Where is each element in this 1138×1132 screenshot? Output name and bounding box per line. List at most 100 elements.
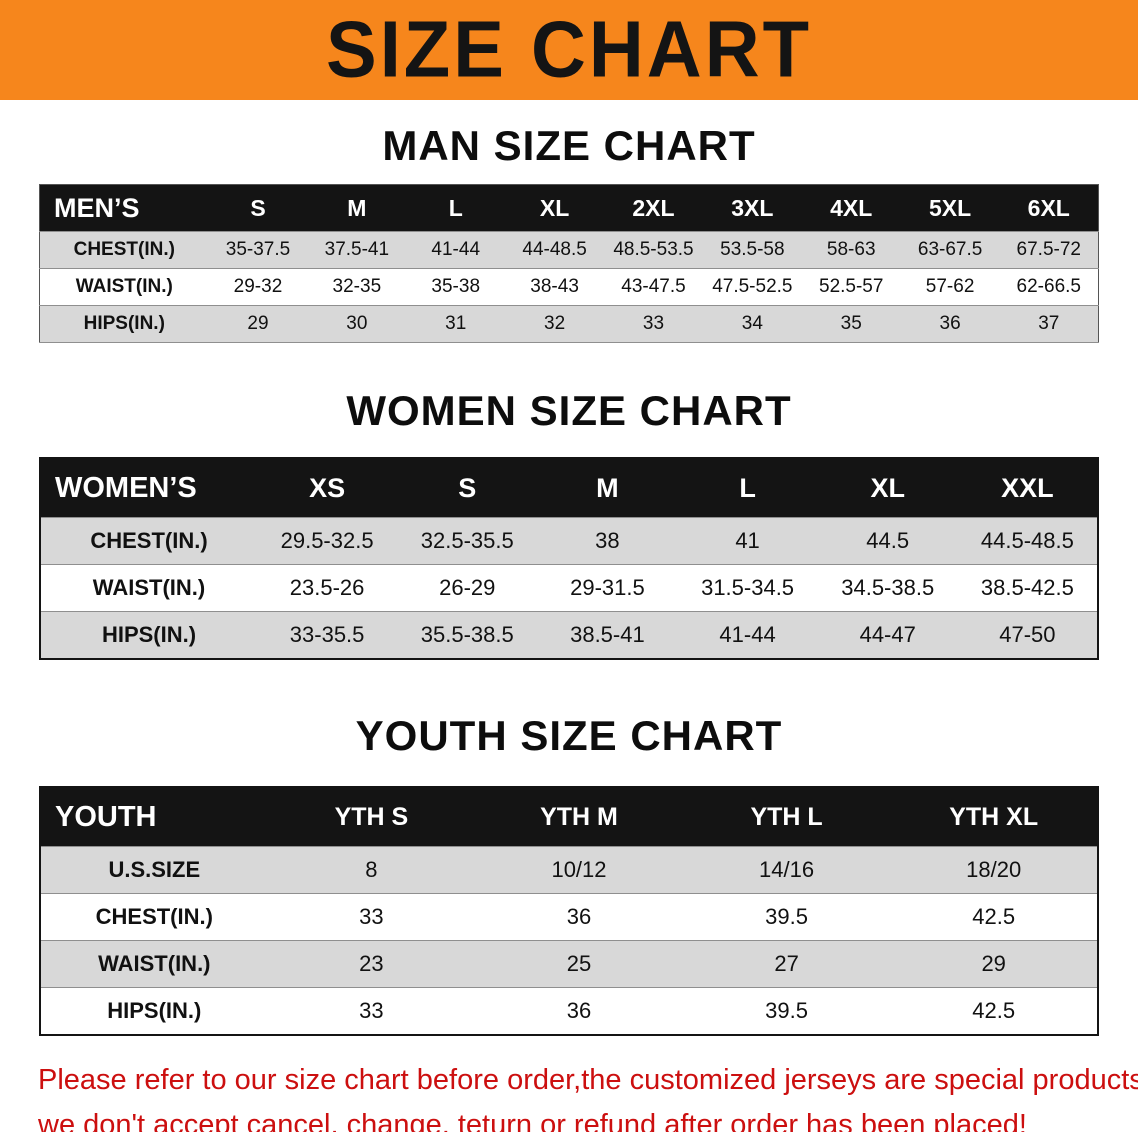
size-header-cell: XL [505,184,605,232]
banner: SIZE CHART [0,0,1138,100]
size-header-cell: 5XL [900,184,1000,232]
size-header-cell: XL [817,458,958,518]
value-cell: 38-43 [530,276,579,297]
size-header-cell: M [537,458,678,518]
value-cell: 29-31.5 [570,575,645,600]
value-cell: 23.5-26 [289,575,365,600]
youth-size-table: YOUTH YTH S YTH M YTH L YTH XL U.S.SIZE 8 10/12… [39,786,1099,1036]
value-cell: 32.5-35.5 [420,528,514,553]
value-cell: 62-66.5 [1016,276,1081,297]
value-cell: 31.5-34.5 [701,575,795,600]
size-header-cell: 4XL [801,184,901,232]
footer-disclaimer-line-1: Please refer to our size chart before or… [38,1064,1138,1096]
row-label-cell: CHEST(IN.) [90,528,208,553]
value-cell: 38 [595,528,620,553]
value-cell: 37 [1038,313,1060,334]
table-row: CHEST(IN.) 29.5-32.5 32.5-35.5 38 41 44.5 44.5… [40,517,1098,565]
value-cell: 36 [566,998,592,1023]
table-row: CHEST(IN.) 33 36 39.5 42.5 [40,893,1098,941]
size-header-cell: 3XL [702,184,802,232]
table-row: WAIST(IN.) 23.5-26 26-29 29-31.5 31.5-34.5 34… [40,564,1098,612]
value-cell: 33 [359,904,384,929]
table-row: WAIST(IN.) 23 25 27 29 [40,940,1098,988]
value-cell: 47-50 [999,622,1056,647]
value-cell: 39.5 [765,998,808,1023]
value-cell: 25 [566,951,592,976]
value-cell: 31 [445,313,467,334]
row-label-cell: HIPS(IN.) [107,998,202,1023]
table-header-row: YOUTH YTH S YTH M YTH L YTH XL [40,787,1098,847]
size-header-cell: XS [257,458,398,518]
value-cell: 29-32 [233,276,283,297]
value-cell: 36 [939,313,961,334]
value-cell: 67.5-72 [1016,239,1081,260]
value-cell: 63-67.5 [917,239,983,260]
size-header-cell: 2XL [604,184,703,232]
table-title-cell: MEN’S [39,184,209,232]
size-header-cell: S [208,184,308,232]
table-row: CHEST(IN.) 35-37.5 37.5-41 41-44 44-48.5 48.5… [39,231,1099,269]
value-cell: 44-48.5 [522,239,587,260]
youth-size-chart-heading: YOUTH SIZE CHART [355,712,783,759]
footer-disclaimer-line-2: we don't accept cancel, change, teturn o… [38,1108,1027,1132]
table-title-cell: YOUTH [40,787,268,847]
value-cell: 38.5-41 [570,622,645,647]
value-cell: 33 [642,313,665,334]
value-cell: 58-63 [826,239,876,260]
footer-disclaimer: Please refer to our size chart before or… [38,1058,1138,1132]
table-row: WAIST(IN.) 29-32 32-35 35-38 38-43 43-47.5 47.… [39,268,1099,306]
women-size-chart-heading: WOMEN SIZE CHART [346,387,792,434]
size-header-cell: YTH S [267,787,476,847]
value-cell: 44-47 [859,622,916,647]
table-header-row: MEN’S S M L XL 2XL 3XL 4XL 5XL 6XL [39,184,1099,232]
value-cell: 29 [981,951,1006,976]
value-cell: 36 [566,904,592,929]
value-cell: 27 [774,951,799,976]
row-label-cell: CHEST(IN.) [73,239,175,260]
table-row: U.S.SIZE 8 10/12 14/16 18/20 [40,846,1098,894]
value-cell: 52.5-57 [819,276,884,297]
row-label-cell: CHEST(IN.) [95,904,213,929]
table-header-row: WOMEN’S XS S M L XL XXL [40,458,1098,518]
value-cell: 32 [544,313,566,334]
size-header-cell: 6XL [999,184,1099,232]
size-header-cell: YTH XL [890,787,1098,847]
value-cell: 44.5-48.5 [980,528,1074,553]
value-cell: 53.5-58 [720,239,785,260]
value-cell: 41 [735,528,760,553]
value-cell: 43-47.5 [621,276,686,297]
value-cell: 29.5-32.5 [280,528,374,553]
value-cell: 42.5 [972,904,1016,929]
row-label-cell: WAIST(IN.) [75,276,173,297]
table-title-cell: WOMEN’S [40,458,258,518]
value-cell: 41-44 [719,622,776,647]
table-row: HIPS(IN.) 33-35.5 35.5-38.5 38.5-41 41-44 44-… [40,611,1098,659]
size-header-cell: XXL [957,458,1098,518]
row-label-cell: WAIST(IN.) [92,575,206,600]
value-cell: 35-37.5 [225,239,291,260]
value-cell: 30 [346,313,368,334]
page-title: SIZE CHART [326,4,812,95]
value-cell: 47.5-52.5 [712,276,793,297]
row-label-cell: HIPS(IN.) [101,622,197,647]
value-cell: 35-38 [431,276,481,297]
row-label-cell: WAIST(IN.) [98,951,211,976]
value-cell: 57-62 [925,276,975,297]
women-size-table: WOMEN’S XS S M L XL XXL CHEST(IN.) 29.5-32.5 32.5… [39,457,1099,660]
value-cell: 23 [359,951,384,976]
value-cell: 39.5 [765,904,808,929]
size-header-cell: YTH L [682,787,891,847]
value-cell: 33-35.5 [289,622,365,647]
row-label-cell: HIPS(IN.) [83,313,165,334]
man-size-chart-heading: MAN SIZE CHART [382,122,756,169]
table-row: HIPS(IN.) 33 36 39.5 42.5 [40,987,1098,1035]
value-cell: 14/16 [759,857,815,882]
value-cell: 32-35 [332,276,382,297]
value-cell: 26-29 [439,575,496,600]
value-cell: 37.5-41 [324,239,390,260]
size-header-cell: YTH M [475,787,683,847]
table-row: HIPS(IN.) 29 30 31 32 33 34 35 36 37 [39,305,1099,343]
size-header-cell: S [397,458,538,518]
size-header-cell: L [677,458,818,518]
